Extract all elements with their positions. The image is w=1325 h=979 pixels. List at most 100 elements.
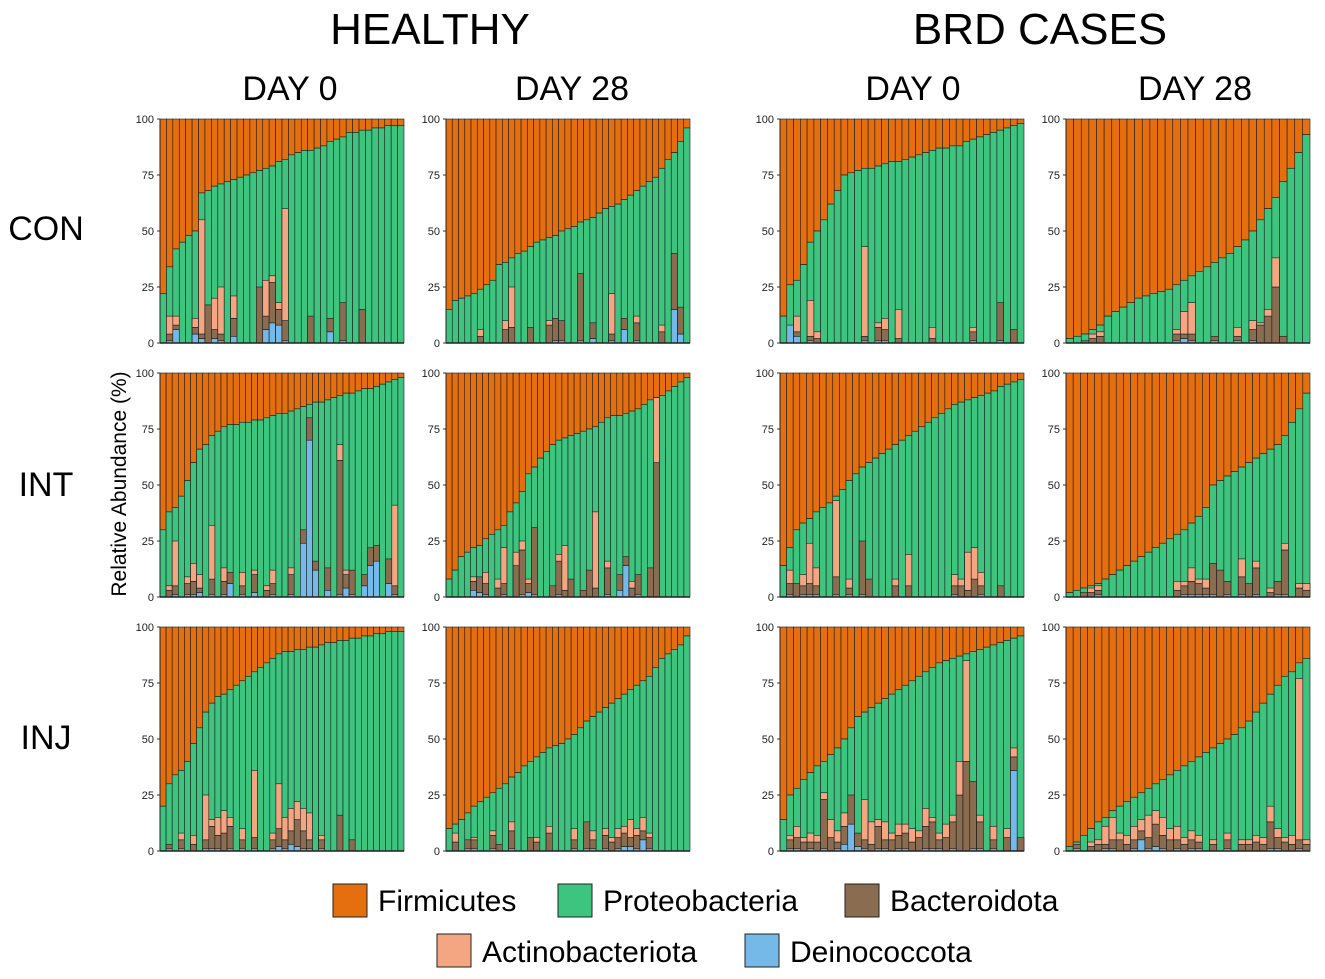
bar-healthy-day-0-inj-10 bbox=[214, 626, 222, 852]
bar-brd-cases-day-28-con-20 bbox=[1210, 118, 1219, 344]
segment-firmicutes bbox=[874, 626, 882, 704]
bar-healthy-day-28-con-15 bbox=[533, 118, 541, 344]
segment-firmicutes bbox=[1010, 118, 1018, 127]
segment-bacteroidota bbox=[1144, 837, 1153, 850]
segment-deinococcota bbox=[268, 322, 276, 344]
segment-deinococcota bbox=[230, 335, 238, 344]
segment-firmicutes bbox=[318, 626, 326, 646]
bar-brd-cases-day-28-con-21 bbox=[1218, 118, 1227, 344]
segment-firmicutes bbox=[608, 626, 616, 704]
bar-brd-cases-day-28-con-24 bbox=[1241, 118, 1250, 344]
segment-deinococcota bbox=[367, 565, 374, 598]
segment-proteobacteria bbox=[313, 147, 321, 344]
segment-firmicutes bbox=[470, 626, 478, 807]
segment-actinobacteriota bbox=[592, 511, 599, 589]
segment-firmicutes bbox=[385, 626, 393, 632]
segment-firmicutes bbox=[840, 118, 849, 176]
segment-actinobacteriota bbox=[608, 837, 616, 843]
bar-healthy-day-0-inj-36 bbox=[373, 626, 380, 852]
segment-actinobacteriota bbox=[217, 286, 225, 335]
bar-healthy-day-0-inj-3 bbox=[171, 626, 179, 852]
segment-proteobacteria bbox=[935, 147, 943, 344]
segment-bacteroidota bbox=[1252, 841, 1261, 852]
segment-firmicutes bbox=[931, 372, 939, 419]
segment-actinobacteriota bbox=[269, 832, 277, 841]
segment-firmicutes bbox=[1003, 118, 1011, 129]
row-label-int: INT bbox=[19, 466, 74, 504]
segment-actinobacteriota bbox=[1151, 810, 1160, 825]
segment-proteobacteria bbox=[942, 660, 950, 852]
segment-firmicutes bbox=[1252, 372, 1261, 459]
y-tick-label: 75 bbox=[762, 170, 774, 182]
segment-firmicutes bbox=[610, 372, 618, 416]
segment-bacteroidota bbox=[622, 556, 630, 566]
segment-bacteroidota bbox=[1263, 315, 1273, 344]
segment-firmicutes bbox=[184, 626, 191, 762]
segment-actinobacteriota bbox=[977, 572, 985, 587]
segment-proteobacteria bbox=[677, 644, 685, 852]
segment-firmicutes bbox=[1233, 118, 1242, 247]
y-tick-label: 75 bbox=[142, 424, 154, 436]
segment-deinococcota bbox=[373, 560, 380, 598]
bar-brd-cases-day-0-inj-17 bbox=[888, 626, 896, 852]
segment-bacteroidota bbox=[949, 821, 957, 850]
segment-proteobacteria bbox=[616, 415, 624, 598]
bar-brd-cases-day-28-int-26 bbox=[1245, 372, 1253, 598]
y-tick-label: 0 bbox=[148, 846, 154, 858]
segment-firmicutes bbox=[1194, 626, 1203, 758]
segment-firmicutes bbox=[977, 372, 985, 396]
segment-actinobacteriota bbox=[888, 832, 896, 841]
segment-proteobacteria bbox=[984, 392, 992, 598]
segment-proteobacteria bbox=[397, 377, 405, 598]
segment-bacteroidota bbox=[1101, 843, 1110, 850]
segment-firmicutes bbox=[520, 626, 528, 767]
segment-firmicutes bbox=[543, 372, 550, 452]
bar-healthy-day-28-int-12 bbox=[512, 372, 520, 598]
bar-brd-cases-day-0-int-24 bbox=[931, 372, 939, 598]
segment-bacteroidota bbox=[1187, 839, 1196, 850]
segment-bacteroidota bbox=[813, 841, 821, 852]
segment-firmicutes bbox=[365, 118, 373, 131]
y-tick-label: 100 bbox=[756, 368, 774, 380]
segment-firmicutes bbox=[922, 626, 930, 673]
segment-firmicutes bbox=[1123, 372, 1131, 566]
bar-healthy-day-28-int-30 bbox=[622, 372, 630, 598]
segment-firmicutes bbox=[852, 372, 860, 475]
segment-firmicutes bbox=[969, 118, 977, 140]
segment-bacteroidota bbox=[627, 837, 635, 847]
bar-healthy-day-28-inj-7 bbox=[483, 626, 491, 852]
segment-firmicutes bbox=[1119, 118, 1128, 308]
segment-bacteroidota bbox=[184, 583, 191, 596]
bar-brd-cases-day-28-int-13 bbox=[1151, 372, 1160, 598]
segment-firmicutes bbox=[1115, 626, 1124, 807]
segment-actinobacteriota bbox=[628, 581, 636, 589]
segment-bacteroidota bbox=[287, 830, 295, 845]
segment-proteobacteria bbox=[997, 386, 1005, 598]
segment-actinobacteriota bbox=[812, 567, 820, 587]
segment-firmicutes bbox=[1073, 118, 1082, 337]
segment-proteobacteria bbox=[330, 642, 338, 852]
bar-healthy-day-28-con-2 bbox=[451, 118, 459, 344]
segment-firmicutes bbox=[800, 118, 808, 265]
segment-proteobacteria bbox=[608, 702, 616, 852]
bar-brd-cases-day-28-int-17 bbox=[1180, 372, 1189, 598]
bar-brd-cases-day-0-con-32 bbox=[989, 118, 998, 344]
bar-healthy-day-0-int-19 bbox=[269, 372, 277, 598]
segment-bacteroidota bbox=[1137, 830, 1146, 841]
segment-bacteroidota bbox=[976, 821, 984, 850]
bar-brd-cases-day-28-int-21 bbox=[1209, 372, 1218, 598]
segment-bacteroidota bbox=[1209, 843, 1218, 852]
segment-firmicutes bbox=[313, 118, 321, 149]
segment-actinobacteriota bbox=[1087, 841, 1096, 847]
segment-proteobacteria bbox=[1218, 257, 1227, 344]
segment-firmicutes bbox=[937, 372, 946, 414]
segment-firmicutes bbox=[832, 372, 840, 497]
bar-brd-cases-day-0-inj-29 bbox=[969, 626, 977, 852]
bar-brd-cases-day-0-con-29 bbox=[969, 118, 977, 344]
bar-healthy-day-0-inj-21 bbox=[281, 626, 289, 852]
segment-proteobacteria bbox=[881, 163, 889, 344]
segment-firmicutes bbox=[549, 372, 557, 445]
segment-deinococcota bbox=[191, 333, 199, 344]
segment-bacteroidota bbox=[348, 839, 356, 852]
segment-proteobacteria bbox=[628, 410, 636, 598]
